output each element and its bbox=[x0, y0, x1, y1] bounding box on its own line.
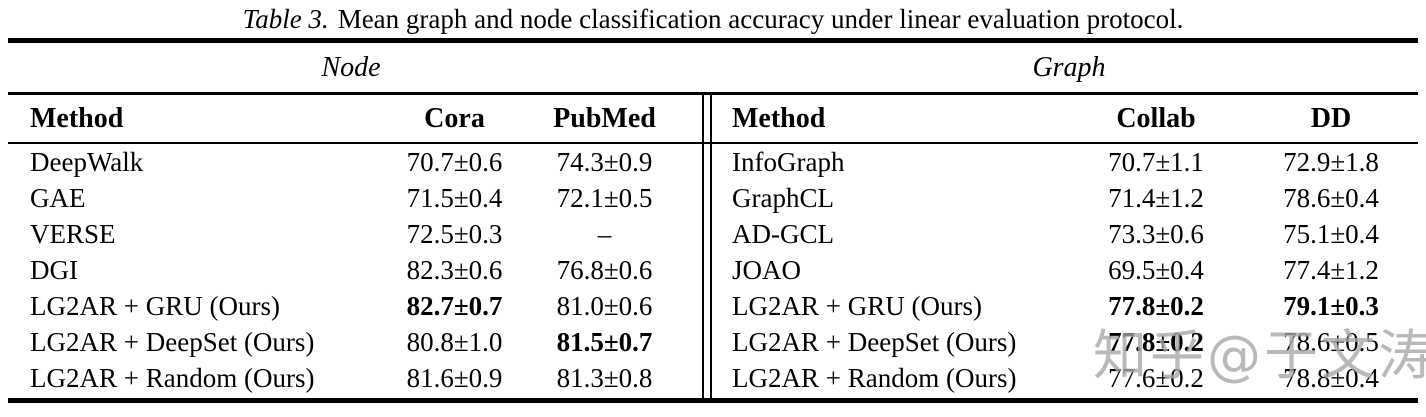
value-cell: 74.3±0.9 bbox=[556, 146, 653, 177]
table-row: InfoGraph 70.7±1.1 72.9±1.8 bbox=[712, 144, 1426, 180]
table-row: GAE 71.5±0.4 72.1±0.5 bbox=[0, 180, 702, 216]
table-row: LG2AR + GRU (Ours) 82.7±0.7 81.0±0.6 bbox=[0, 288, 702, 324]
value-cell: 76.8±0.6 bbox=[556, 254, 653, 285]
value-cell: 77.6±0.2 bbox=[1108, 362, 1204, 393]
method-cell: InfoGraph bbox=[732, 146, 845, 177]
method-cell: JOAO bbox=[732, 254, 802, 285]
value-cell: 72.5±0.3 bbox=[406, 218, 503, 249]
value-cell: 78.6±0.5 bbox=[1283, 326, 1379, 357]
table-row: LG2AR + GRU (Ours) 77.8±0.2 79.1±0.3 bbox=[712, 288, 1426, 324]
method-cell: LG2AR + Random (Ours) bbox=[732, 362, 1017, 393]
value-cell: 77.8±0.2 bbox=[1108, 326, 1204, 357]
table-row: GraphCL 71.4±1.2 78.6±0.4 bbox=[712, 180, 1426, 216]
node-cora-header: Cora bbox=[424, 102, 485, 134]
table-caption-number: Table 3. bbox=[242, 4, 329, 34]
method-cell: DGI bbox=[30, 254, 78, 285]
node-section-band: Node bbox=[0, 44, 702, 92]
value-cell: 77.8±0.2 bbox=[1108, 290, 1204, 321]
table-caption: Table 3. Mean graph and node classificati… bbox=[0, 2, 1426, 36]
graph-section-label: Graph bbox=[1032, 52, 1106, 83]
table-row: AD-GCL 73.3±0.6 75.1±0.4 bbox=[712, 216, 1426, 252]
value-cell: 72.1±0.5 bbox=[556, 182, 653, 213]
graph-table-body: InfoGraph 70.7±1.1 72.9±1.8 GraphCL 71.4… bbox=[712, 144, 1426, 396]
value-cell: 81.6±0.9 bbox=[406, 362, 503, 393]
value-cell: 81.3±0.8 bbox=[556, 362, 653, 393]
graph-method-header: Method bbox=[732, 102, 826, 134]
value-cell: 70.7±0.6 bbox=[406, 146, 503, 177]
method-cell: LG2AR + GRU (Ours) bbox=[30, 290, 280, 321]
header-bottom-rule bbox=[8, 142, 1418, 144]
table-row: DeepWalk 70.7±0.6 74.3±0.9 bbox=[0, 144, 702, 180]
value-cell: 81.5±0.7 bbox=[556, 326, 653, 357]
table-caption-text: Mean graph and node classification accur… bbox=[337, 4, 1184, 34]
table-row: LG2AR + DeepSet (Ours) 80.8±1.0 81.5±0.7 bbox=[0, 324, 702, 360]
column-divider-rule bbox=[710, 92, 712, 403]
graph-column-headers: Method Collab DD bbox=[712, 95, 1426, 142]
top-rule bbox=[8, 38, 1418, 43]
method-cell: LG2AR + GRU (Ours) bbox=[732, 290, 982, 321]
value-cell: 78.6±0.4 bbox=[1283, 182, 1379, 213]
table-row: VERSE 72.5±0.3 – bbox=[0, 216, 702, 252]
table-row: DGI 82.3±0.6 76.8±0.6 bbox=[0, 252, 702, 288]
value-cell: 71.4±1.2 bbox=[1108, 182, 1204, 213]
value-cell: 72.9±1.8 bbox=[1283, 146, 1379, 177]
table-row: LG2AR + Random (Ours) 77.6±0.2 78.8±0.4 bbox=[712, 360, 1426, 396]
method-cell: VERSE bbox=[30, 218, 116, 249]
value-cell: 69.5±0.4 bbox=[1108, 254, 1204, 285]
value-cell: 82.3±0.6 bbox=[406, 254, 503, 285]
column-divider-rule bbox=[702, 92, 704, 403]
value-cell: 80.8±1.0 bbox=[406, 326, 503, 357]
graph-section-band: Graph bbox=[712, 44, 1426, 92]
table-row: JOAO 69.5±0.4 77.4±1.2 bbox=[712, 252, 1426, 288]
value-cell: 82.7±0.7 bbox=[406, 290, 503, 321]
value-cell: 81.0±0.6 bbox=[556, 290, 653, 321]
node-section-label: Node bbox=[321, 52, 381, 83]
method-cell: LG2AR + DeepSet (Ours) bbox=[30, 326, 315, 357]
value-cell: 78.8±0.4 bbox=[1283, 362, 1379, 393]
value-cell: 75.1±0.4 bbox=[1283, 218, 1379, 249]
value-cell: 73.3±0.6 bbox=[1108, 218, 1204, 249]
method-cell: LG2AR + Random (Ours) bbox=[30, 362, 315, 393]
graph-dd-header: DD bbox=[1310, 102, 1352, 134]
node-column-headers: Method Cora PubMed bbox=[0, 95, 702, 142]
method-cell: DeepWalk bbox=[30, 146, 144, 177]
value-cell: 71.5±0.4 bbox=[406, 182, 503, 213]
method-cell: AD-GCL bbox=[732, 218, 834, 249]
method-cell: GAE bbox=[30, 182, 86, 213]
method-cell: GraphCL bbox=[732, 182, 834, 213]
table-row: LG2AR + Random (Ours) 81.6±0.9 81.3±0.8 bbox=[0, 360, 702, 396]
value-cell: 79.1±0.3 bbox=[1283, 290, 1379, 321]
table-row: LG2AR + DeepSet (Ours) 77.8±0.2 78.6±0.5 bbox=[712, 324, 1426, 360]
value-cell: 70.7±1.1 bbox=[1108, 146, 1204, 177]
header-top-rule bbox=[8, 92, 1418, 95]
node-table-body: DeepWalk 70.7±0.6 74.3±0.9 GAE 71.5±0.4 … bbox=[0, 144, 702, 396]
value-cell: – bbox=[597, 218, 612, 249]
method-cell: LG2AR + DeepSet (Ours) bbox=[732, 326, 1017, 357]
node-pubmed-header: PubMed bbox=[553, 102, 656, 134]
value-cell: 77.4±1.2 bbox=[1283, 254, 1379, 285]
bottom-rule bbox=[8, 398, 1418, 403]
node-method-header: Method bbox=[30, 102, 124, 134]
graph-collab-header: Collab bbox=[1116, 102, 1196, 134]
